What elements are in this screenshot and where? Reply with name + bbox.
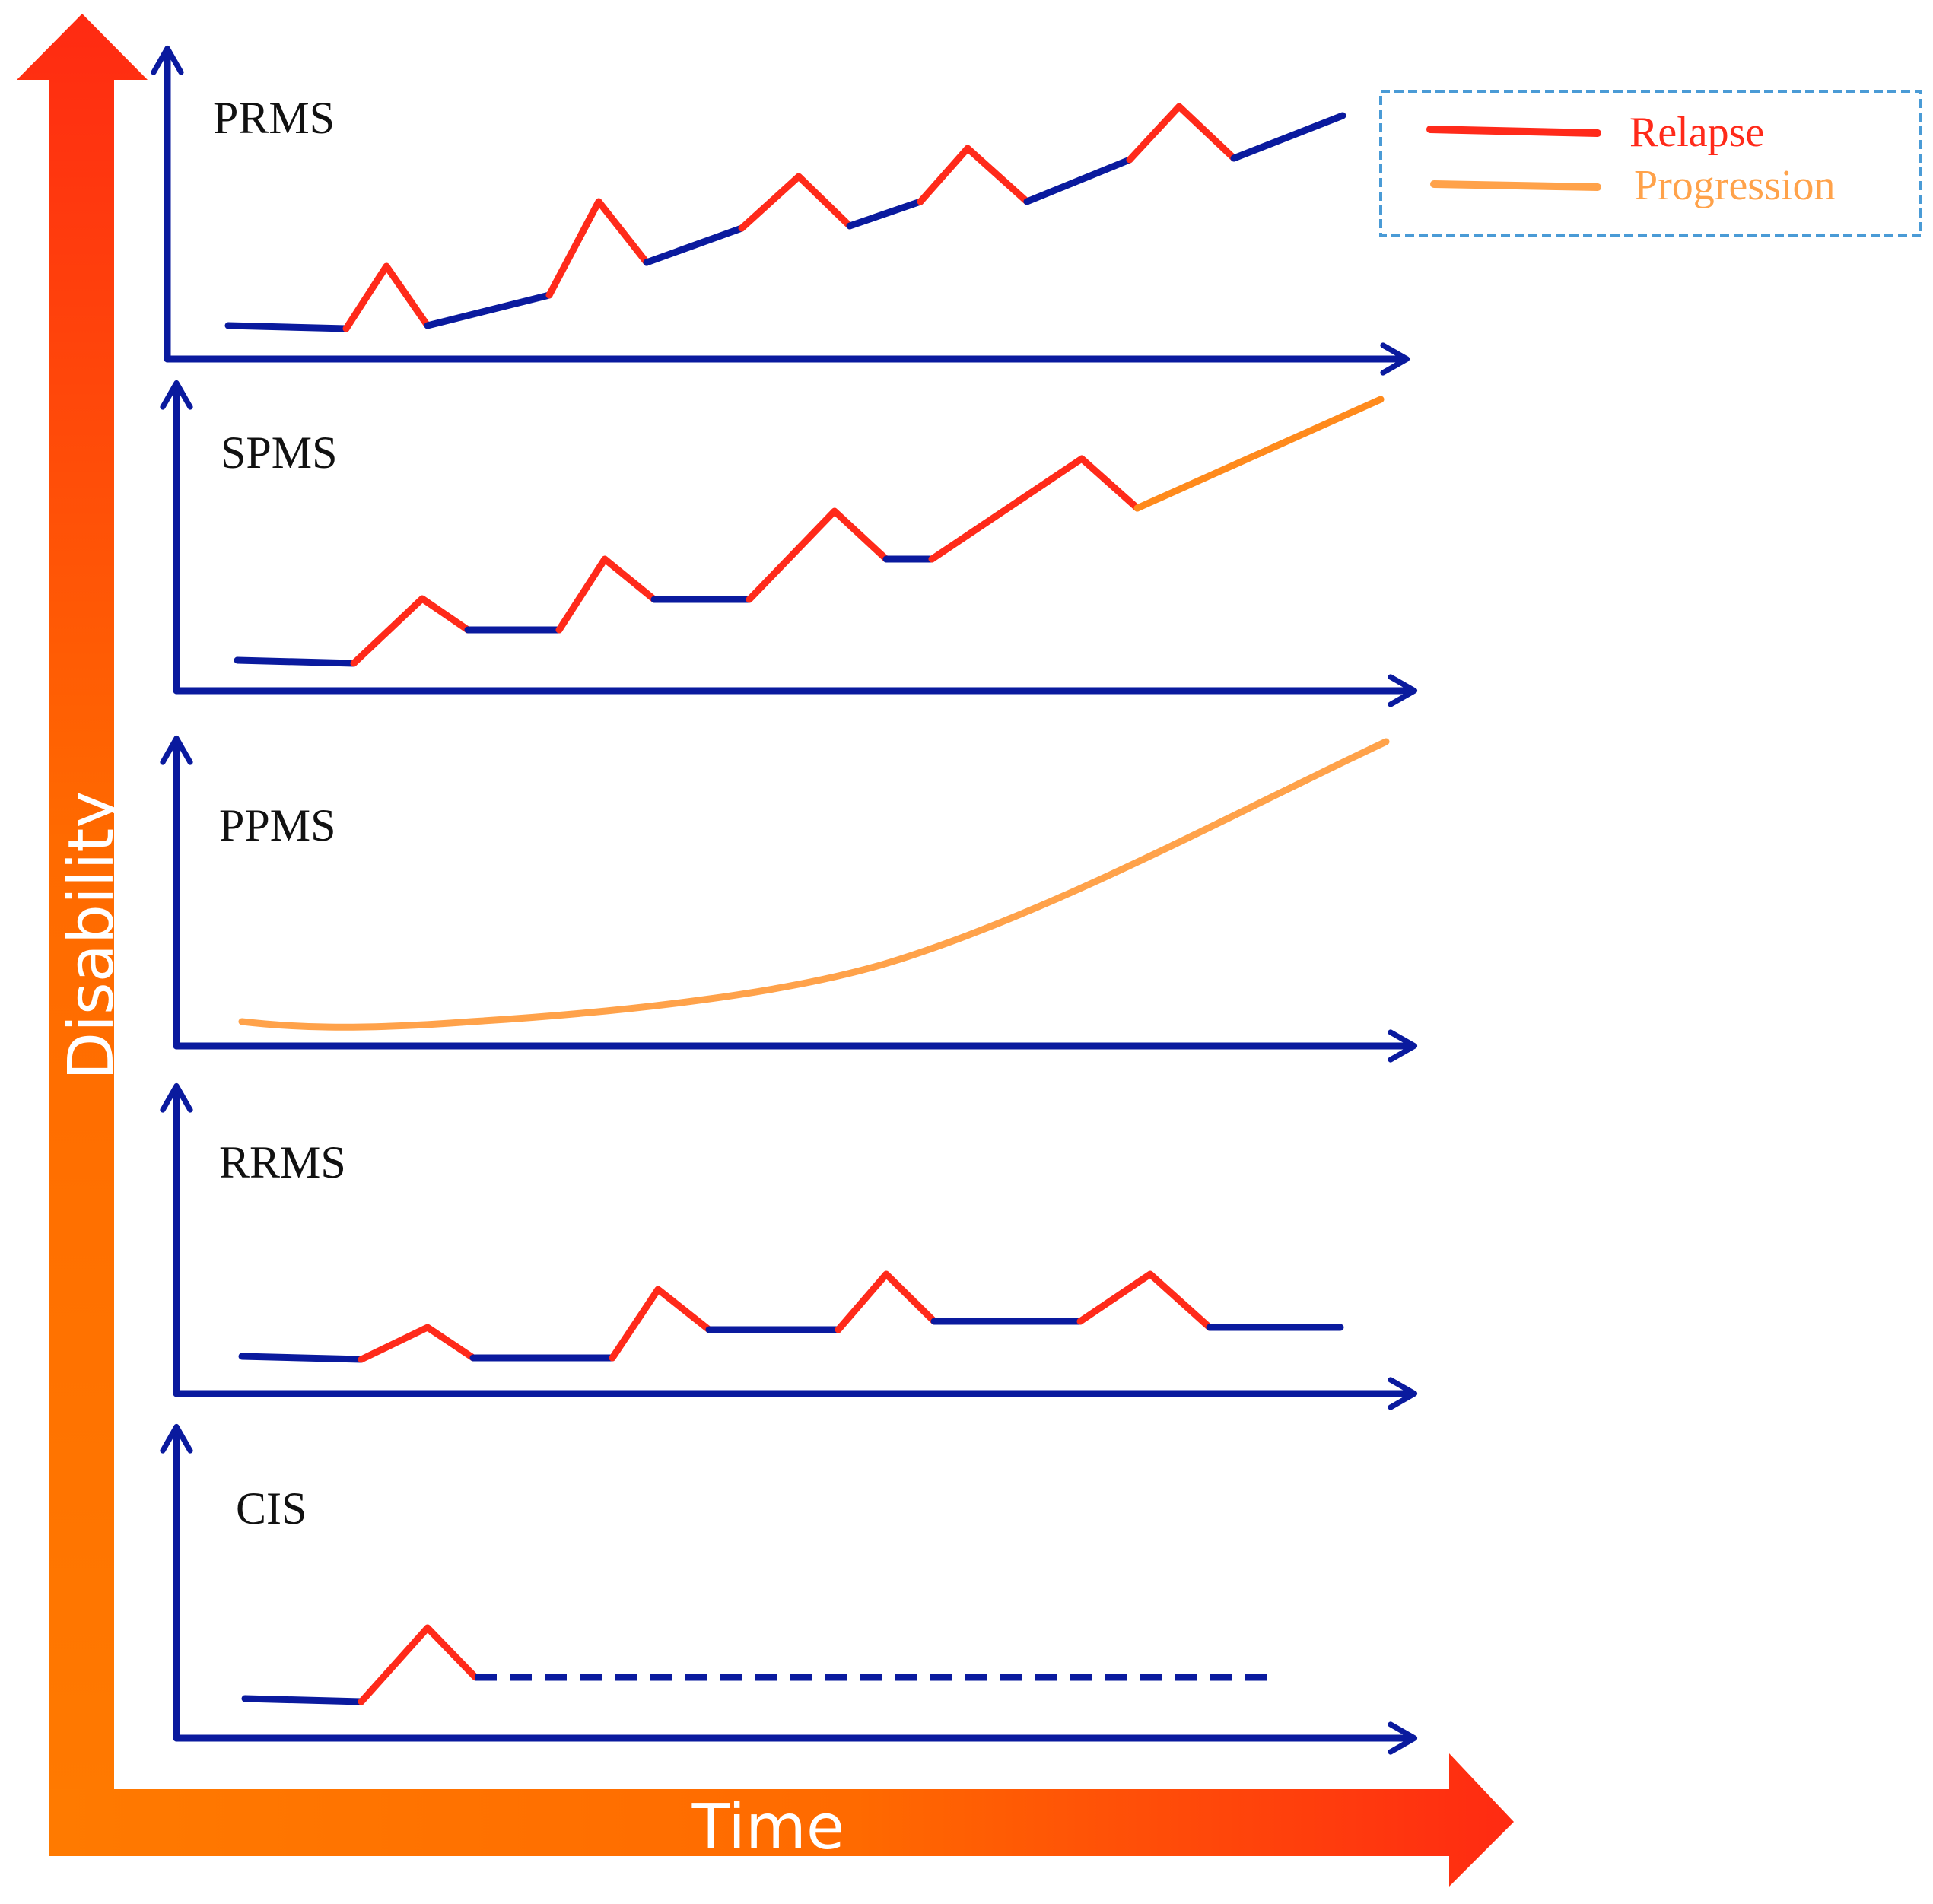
panel-cis: CIS [160, 1423, 1418, 1755]
panel-prms: PRMS [151, 45, 1410, 376]
disability-axis-title: Disability [56, 791, 128, 1080]
disability-axis-arrow [17, 14, 148, 1856]
stable-segment [643, 224, 746, 266]
stable-segment [1230, 112, 1346, 162]
stable-segment [241, 1695, 365, 1705]
legend-progression-swatch [1430, 180, 1601, 191]
legend-relapse-swatch [1426, 126, 1601, 137]
relapse-segment [555, 555, 658, 634]
stable-segment [424, 291, 553, 329]
panel-ppms: PPMS [160, 735, 1418, 1063]
legend-relapse-label: Relapse [1629, 109, 1764, 156]
panel-rrms: RRMS [160, 1082, 1418, 1410]
panel-label-prms: PRMS [213, 93, 335, 143]
stable-segment [224, 322, 350, 332]
stable-segment [1023, 156, 1133, 205]
panel-label-cis: CIS [236, 1483, 307, 1534]
stable-segment [234, 656, 358, 667]
relapse-segment [738, 173, 854, 232]
relapse-segment [917, 145, 1031, 205]
panel-label-ppms: PPMS [219, 800, 335, 850]
relapse-segment [350, 595, 472, 667]
stable-segment [238, 1353, 365, 1363]
relapse-segment [835, 1270, 938, 1333]
relapse-segment [342, 262, 431, 332]
stable-segment [846, 198, 924, 230]
relapse-segment [545, 198, 650, 299]
progression-segment [1133, 396, 1385, 512]
legend: Relapse Progression [1379, 90, 1922, 237]
relapse-segment [358, 1324, 477, 1363]
relapse-segment [746, 507, 890, 603]
relapse-segment [358, 1624, 479, 1705]
relapse-segment [1076, 1270, 1213, 1331]
relapse-segment [1126, 103, 1238, 164]
panel-label-spms: SPMS [221, 428, 337, 478]
main-axes: Disability Time [17, 14, 1514, 1887]
legend-progression-label: Progression [1634, 162, 1835, 209]
panel-label-rrms: RRMS [219, 1137, 346, 1187]
progression-curve [238, 738, 1390, 1031]
time-axis-arrow [49, 1753, 1514, 1887]
relapse-segment [609, 1286, 713, 1362]
time-axis-title: Time [691, 1791, 845, 1864]
relapse-segment [928, 455, 1141, 563]
panel-spms: SPMS [160, 380, 1418, 707]
